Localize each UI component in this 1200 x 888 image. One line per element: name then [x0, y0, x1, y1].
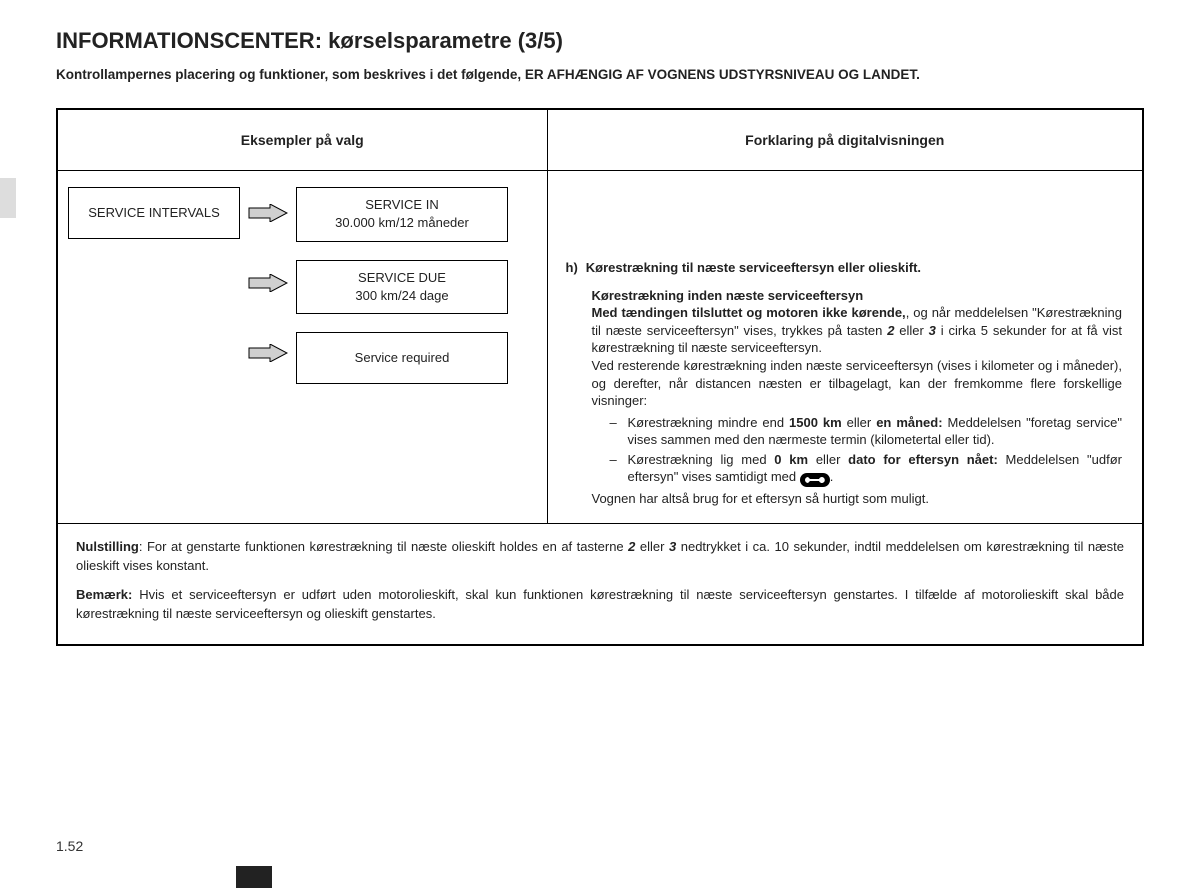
flow-target-box: SERVICE DUE 300 km/24 dage — [296, 260, 508, 314]
flow-target-l1: Service required — [355, 349, 450, 367]
para: Vognen har altså brug for et eftersyn så… — [592, 490, 1123, 508]
flow-target-box: Service required — [296, 332, 508, 384]
explanation-cell: h) Kørestrækning til næste serviceefters… — [547, 171, 1143, 524]
arrow-icon — [246, 327, 290, 379]
para: Ved resterende kørestrækning inden næste… — [592, 357, 1123, 410]
arrow-icon — [246, 187, 290, 239]
footer-cell: Nulstilling: For at genstarte funktionen… — [57, 524, 1143, 645]
header-right: Forklaring på digitalvisningen — [547, 109, 1143, 171]
side-tab — [0, 178, 16, 218]
arrow-icon — [246, 257, 290, 309]
flow-arrows — [240, 187, 296, 379]
flow-source-box: SERVICE INTERVALS — [68, 187, 240, 239]
manual-page: 1.52 INFORMATIONSCENTER: kørselsparametr… — [0, 0, 1200, 888]
footer-para: Nulstilling: For at genstarte funktionen… — [76, 538, 1124, 576]
title-sub: kørselsparametre (3/5) — [328, 28, 563, 53]
item-heading: h) Kørestrækning til næste serviceefters… — [566, 259, 1123, 277]
flow-target-l2: 300 km/24 dage — [355, 287, 448, 305]
subtitle: Kontrollampernes placering og funktioner… — [56, 66, 1144, 84]
content-table: Eksempler på valg Forklaring på digitalv… — [56, 108, 1144, 645]
flow-target-l2: 30.000 km/12 måneder — [335, 214, 469, 232]
examples-cell: SERVICE INTERVALS — [57, 171, 547, 524]
bullet-item: Kørestrækning mindre end 1500 km eller e… — [610, 414, 1123, 449]
page-title: INFORMATIONSCENTER: kørselsparametre (3/… — [56, 28, 1144, 54]
flow-target-box: SERVICE IN 30.000 km/12 måneder — [296, 187, 508, 241]
footer-para: Bemærk: Hvis et serviceeftersyn er udfør… — [76, 586, 1124, 624]
wrench-icon — [800, 473, 830, 487]
para: Med tændingen tilsluttet og motoren ikke… — [592, 304, 1123, 357]
bullet-list: Kørestrækning mindre end 1500 km eller e… — [610, 414, 1123, 486]
bottom-tab — [236, 866, 272, 888]
flow-target-l1: SERVICE DUE — [358, 269, 446, 287]
table-body-row: SERVICE INTERVALS — [57, 171, 1143, 524]
title-main: INFORMATIONSCENTER: — [56, 28, 322, 53]
flow-source-label: SERVICE INTERVALS — [88, 204, 220, 222]
table-header-row: Eksempler på valg Forklaring på digitalv… — [57, 109, 1143, 171]
flow-diagram: SERVICE INTERVALS — [68, 187, 537, 384]
table-footer-row: Nulstilling: For at genstarte funktionen… — [57, 524, 1143, 645]
page-number: 1.52 — [56, 838, 83, 854]
header-left: Eksempler på valg — [57, 109, 547, 171]
para: Kørestrækning inden næste serviceeftersy… — [592, 287, 1123, 305]
item-title: Kørestrækning til næste serviceeftersyn … — [586, 259, 921, 277]
bullet-item: Kørestrækning lig med 0 km eller dato fo… — [610, 451, 1123, 486]
item-marker: h) — [566, 259, 578, 277]
flow-target-l1: SERVICE IN — [365, 196, 438, 214]
